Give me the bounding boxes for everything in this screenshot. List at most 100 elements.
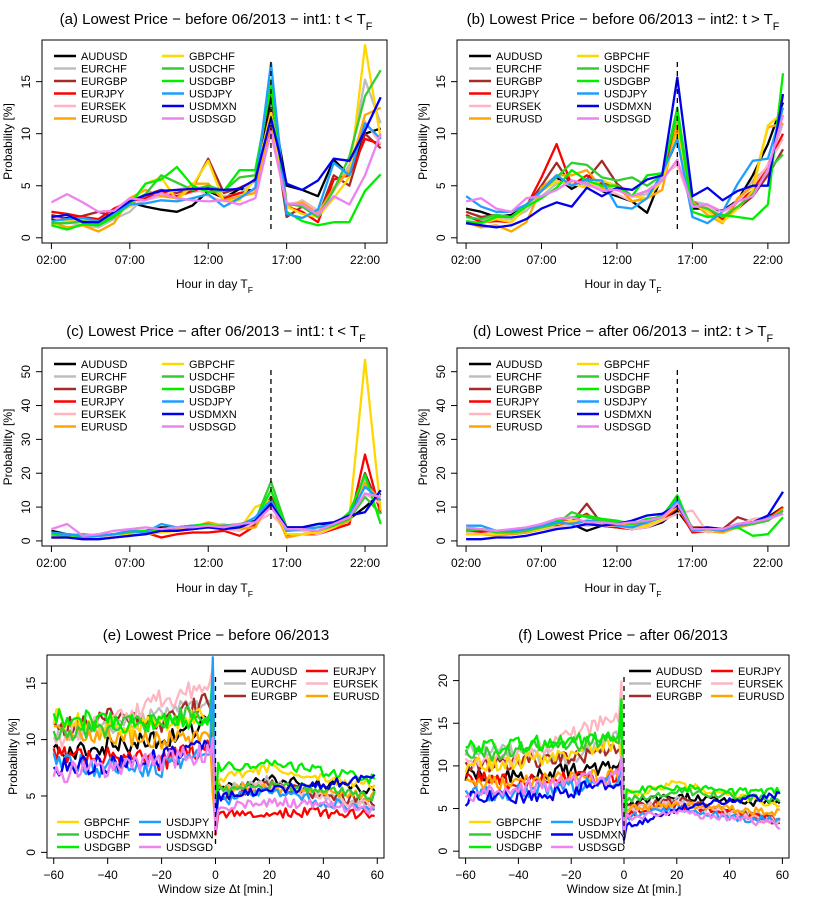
legend-label: USDGBP — [604, 384, 650, 396]
legend-label: USDCHF — [496, 830, 542, 842]
legend-label: EURGBP — [251, 691, 297, 703]
x-tick-label: 12:00 — [193, 253, 223, 267]
chart-panel-6: (f) Lowest Price − after 06/2013 −60 −40 −2… — [418, 627, 790, 896]
x-tick-label: 02:00 — [451, 253, 481, 267]
legend-label: EURGBP — [496, 384, 542, 396]
y-tick-label: 40 — [19, 399, 33, 413]
series-line-usdsgd — [52, 736, 376, 834]
legend-label: USDJPY — [578, 817, 622, 829]
series-line-eurchf — [465, 120, 785, 223]
y-axis-title: Probability [%] — [6, 718, 20, 795]
legend-label: AUDUSD — [496, 51, 543, 63]
legend-label: EURSEK — [81, 101, 127, 113]
series-line-usdsgd — [50, 130, 382, 217]
legend-label: USDGBP — [84, 842, 130, 854]
legend-label: USDGBP — [189, 384, 235, 396]
x-axis-title: Hour in day TF — [176, 581, 253, 599]
x-tick-label: −60 — [455, 868, 476, 882]
legend-label: EURSEK — [333, 679, 379, 691]
legend-label: EURGBP — [496, 76, 542, 88]
x-tick-label: 20 — [263, 868, 277, 882]
x-tick-label: −20 — [151, 868, 172, 882]
series-line-usdsgd — [51, 492, 381, 537]
legend-label: USDSGD — [578, 842, 625, 854]
legend-label: USDGBP — [189, 76, 235, 88]
plot-frame — [41, 347, 388, 547]
y-tick-label: 0 — [434, 537, 448, 544]
legend-label: AUDUSD — [81, 51, 128, 63]
legend-label: USDCHF — [604, 64, 650, 76]
legend-label: EURJPY — [81, 89, 125, 101]
x-tick-label: 22:00 — [350, 556, 380, 570]
y-tick-label: 10 — [434, 500, 448, 514]
legend-label: GBPCHF — [604, 51, 650, 63]
legend-label: EURSEK — [81, 409, 127, 421]
x-tick-label: 22:00 — [753, 253, 783, 267]
legend-label: USDMXN — [604, 101, 652, 113]
y-tick-label: 5 — [19, 182, 33, 189]
legend-label: EURSEK — [496, 101, 542, 113]
chart-title: (d) Lowest Price − after 06/2013 − int2:… — [473, 323, 774, 345]
legend-label: USDGBP — [604, 76, 650, 88]
legend-label: GBPCHF — [84, 817, 130, 829]
series-line-usdgbp — [465, 73, 785, 225]
x-tick-label: 40 — [317, 868, 331, 882]
legend-label: USDCHF — [604, 372, 650, 384]
legend-label: EURUSD — [738, 691, 785, 703]
y-tick-label: 0 — [434, 234, 448, 241]
y-tick-label: 30 — [434, 432, 448, 446]
legend-label: GBPCHF — [189, 359, 235, 371]
legend-label: USDCHF — [189, 64, 235, 76]
legend-label: USDMXN — [189, 409, 237, 421]
y-axis-title: Probability [%] — [1, 103, 15, 180]
x-tick-label: −40 — [97, 868, 118, 882]
series-line-usdgbp — [51, 85, 382, 231]
legend-label: AUDUSD — [251, 666, 298, 678]
series-line-usdjpy — [52, 656, 376, 831]
y-tick-label: 15 — [436, 716, 450, 730]
legend-label: EURSEK — [496, 409, 542, 421]
legend-label: AUDUSD — [656, 666, 703, 678]
y-tick-label: 0 — [436, 848, 450, 855]
legend-label: USDSGD — [604, 422, 651, 434]
plot-frame — [456, 347, 790, 547]
chart-panel-2: (b) Lowest Price − before 06/2013 − int2… — [416, 11, 790, 295]
chart-panel-3: (c) Lowest Price − after 06/2013 − int1:… — [1, 323, 388, 599]
y-tick-label: 10 — [434, 127, 448, 141]
series-lines — [50, 44, 382, 233]
y-tick-label: 10 — [436, 759, 450, 773]
x-axis-title: Window size Δt [min.] — [567, 882, 682, 896]
y-tick-label: 5 — [436, 805, 450, 812]
series-lines — [465, 491, 784, 541]
legend-label: USDSGD — [189, 114, 236, 126]
legend-label: USDMXN — [166, 830, 214, 842]
x-tick-label: 40 — [723, 868, 737, 882]
x-axis-title: Window size Δt [min.] — [158, 882, 273, 896]
legend-label: USDGBP — [496, 842, 542, 854]
legend-label: USDSGD — [189, 422, 236, 434]
legend-label: EURSEK — [738, 679, 784, 691]
legend-label: EURGBP — [81, 384, 127, 396]
y-tick-label: 0 — [19, 537, 33, 544]
y-tick-label: 15 — [19, 75, 33, 89]
legend-label: EURJPY — [738, 666, 782, 678]
y-axis-title: Probability [%] — [1, 409, 15, 486]
series-line-usdjpy — [466, 499, 784, 532]
x-tick-label: 02:00 — [36, 556, 66, 570]
legend-label: EURGBP — [656, 691, 702, 703]
y-tick-label: 30 — [19, 432, 33, 446]
legend-label: USDCHF — [84, 830, 130, 842]
chart-panel-5: (e) Lowest Price − before 06/2013 −60 −40 −… — [6, 627, 385, 896]
legend-label: AUDUSD — [496, 359, 543, 371]
y-tick-label: 20 — [19, 466, 33, 480]
y-axis-title: Probability [%] — [418, 718, 432, 795]
x-tick-label: 12:00 — [193, 556, 223, 570]
chart-title: (a) Lowest Price − before 06/2013 − int1… — [60, 11, 373, 33]
y-axis-title: Probability [%] — [416, 103, 430, 180]
x-tick-label: 17:00 — [272, 253, 302, 267]
x-tick-label: 0 — [621, 868, 628, 882]
y-tick-label: 0 — [24, 849, 38, 856]
series-line-usdjpy — [465, 107, 785, 225]
y-tick-label: 20 — [434, 466, 448, 480]
x-tick-label: −40 — [508, 868, 529, 882]
